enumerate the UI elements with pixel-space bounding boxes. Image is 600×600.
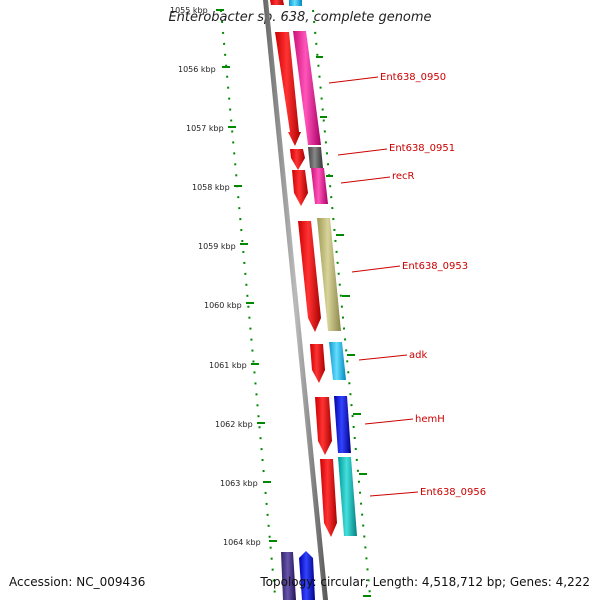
gene-hemh (334, 396, 351, 453)
outer-ticks (316, 56, 371, 597)
leader-line (328, 76, 379, 84)
kbp-label: 1057 kbp (186, 124, 224, 133)
cds-arrow (292, 170, 308, 206)
gene-recr (311, 168, 328, 204)
gene-label: hemH (415, 414, 445, 425)
gene-adk (329, 342, 346, 380)
gene-label: Ent638_0951 (389, 143, 455, 154)
kbp-label: 1060 kbp (204, 301, 242, 310)
map-title: Enterobacter sp. 638, complete genome (168, 10, 432, 25)
bottom-features (281, 551, 315, 600)
gene-label: recR (392, 171, 415, 182)
leader-line (351, 265, 401, 273)
gene-label: Ent638_0956 (420, 487, 486, 498)
gene-ent638-0953 (317, 218, 341, 331)
gene-arrow-top (289, 0, 302, 6)
kbp-label: 1062 kbp (215, 420, 253, 429)
cds-arrow (290, 149, 305, 170)
gene-ent638-0956 (338, 457, 357, 536)
outer-scale-dots (312, 9, 371, 596)
genome-backbone (263, 0, 328, 600)
kbp-label: 1061 kbp (209, 361, 247, 370)
kbp-label: 1056 kbp (178, 65, 216, 74)
cds-arrow (310, 344, 325, 383)
leader-line (340, 176, 391, 184)
leader-lines (328, 76, 419, 497)
gene-label: adk (409, 350, 427, 361)
cds-arrow-top (270, 0, 284, 5)
kbp-label: 1059 kbp (198, 242, 236, 251)
gene-labels: Ent638_0950 Ent638_0951 recR Ent638_0953… (380, 72, 486, 498)
kbp-label: 1058 kbp (192, 183, 230, 192)
kbp-ticks (216, 9, 277, 542)
cds-features (270, 0, 337, 537)
leader-line (358, 354, 408, 361)
gene-label: Ent638_0950 (380, 72, 446, 83)
gene-label: Ent638_0953 (402, 261, 468, 272)
cds-arrow (320, 459, 337, 537)
kbp-label: 1055 kbp (170, 6, 208, 15)
feature-navy (281, 552, 296, 600)
accession-text: Accession: NC_009436 (9, 575, 146, 589)
leader-line (364, 418, 414, 425)
cds-arrow (275, 32, 301, 146)
feature-blue-arrow (299, 551, 315, 600)
gene-features (289, 0, 357, 536)
genome-summary: Topology: circular; Length: 4,518,712 bp… (260, 575, 590, 589)
kbp-label: 1064 kbp (223, 538, 261, 547)
cds-arrow (315, 397, 332, 455)
cds-arrow (298, 221, 321, 332)
leader-line (369, 491, 419, 497)
gene-ent638-0951 (308, 147, 323, 168)
kbp-labels: 1055 kbp 1056 kbp 1057 kbp 1058 kbp 1059… (170, 6, 261, 547)
kbp-label: 1063 kbp (220, 479, 258, 488)
leader-line (337, 148, 388, 156)
gene-ent638-0950 (293, 31, 321, 145)
